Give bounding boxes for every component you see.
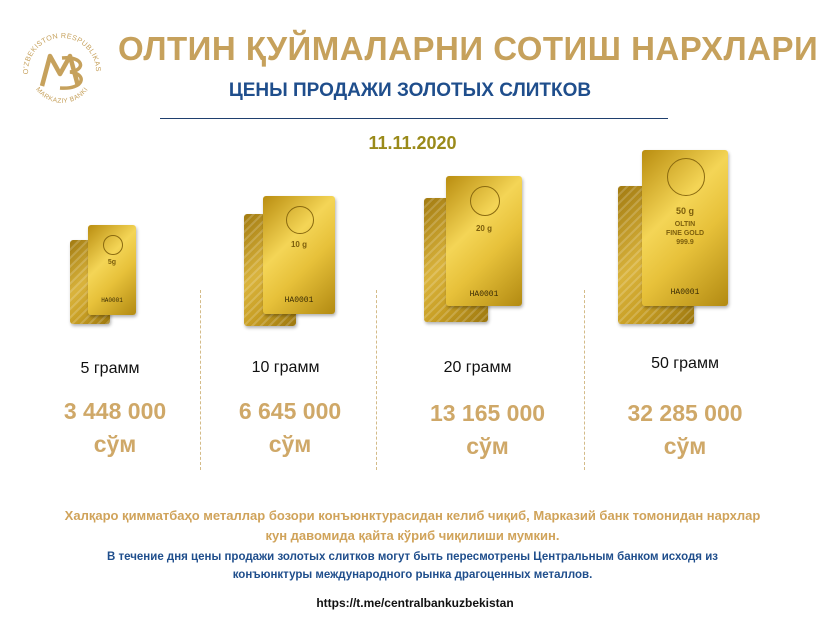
bar-weight-label: 5g	[107, 259, 117, 266]
column-divider	[200, 290, 201, 470]
price-currency: сўм	[466, 433, 509, 459]
price-amount: 3 448 000	[63, 398, 167, 424]
bar-serial: HA0001	[284, 296, 314, 305]
bar-weight-label: 50 g	[675, 206, 694, 216]
gold-bar-20g-image: 20 g HA0001	[446, 176, 522, 306]
price-date: 11.11.2020	[368, 133, 457, 153]
product-weight: 20 грамм	[443, 359, 512, 376]
bar-seal-icon	[286, 206, 314, 234]
product-price: 6 645 000 сўм	[215, 395, 365, 461]
price-amount: 6 645 000	[238, 398, 342, 424]
bar-serial: HA0001	[670, 288, 700, 297]
product-weight: 50 грамм	[651, 355, 719, 372]
product-price: 3 448 000 сўм	[40, 395, 190, 461]
central-bank-logo: O'ZBEKISTON RESPUBLIKASI MARKAZIY BANKI	[11, 13, 112, 120]
price-currency: сўм	[93, 431, 137, 457]
product-price: 32 285 000 сўм	[600, 397, 770, 463]
product-weight: 5 грамм	[80, 360, 140, 377]
disclaimer-uzbek: Халқаро қимматбаҳо металлар бозори конъю…	[64, 508, 761, 543]
price-amount: 32 285 000	[627, 400, 743, 426]
telegram-link[interactable]: https://t.me/centralbankuzbekistan	[316, 596, 514, 610]
disclaimer-russian: В течение дня цены продажи золотых слитк…	[106, 551, 719, 581]
gold-bar-50g-image: 50 g OLTIN FINE GOLD 999.9 HA0001	[642, 150, 728, 306]
gold-bar-10g-image: 10 g HA0001	[263, 196, 335, 314]
gold-bar-5g-image: 5g HA0001	[88, 225, 136, 315]
bar-serial: HA0001	[469, 290, 499, 299]
bar-seal-icon	[103, 235, 123, 255]
bar-serial: HA0001	[101, 297, 123, 304]
price-currency: сўм	[663, 433, 707, 459]
bar-weight-label: 20 g	[475, 224, 492, 233]
product-weight: 10 грамм	[251, 359, 320, 376]
bar-fine-gold-label: OLTIN FINE GOLD 999.9	[665, 221, 705, 246]
page-title: ОЛТИН ҚУЙМАЛАРНИ СОТИШ НАРХЛАРИ	[118, 30, 819, 67]
column-divider	[584, 290, 585, 470]
bar-weight-label: 10 g	[290, 240, 307, 249]
price-amount: 13 165 000	[429, 400, 546, 426]
bar-seal-icon	[667, 158, 705, 196]
bar-seal-icon	[470, 186, 500, 216]
price-currency: сўм	[268, 431, 312, 457]
page-subtitle: ЦЕНЫ ПРОДАЖИ ЗОЛОТЫХ СЛИТКОВ	[228, 80, 592, 101]
header-divider	[160, 118, 668, 119]
product-price: 13 165 000 сўм	[405, 397, 570, 463]
column-divider	[376, 290, 377, 470]
